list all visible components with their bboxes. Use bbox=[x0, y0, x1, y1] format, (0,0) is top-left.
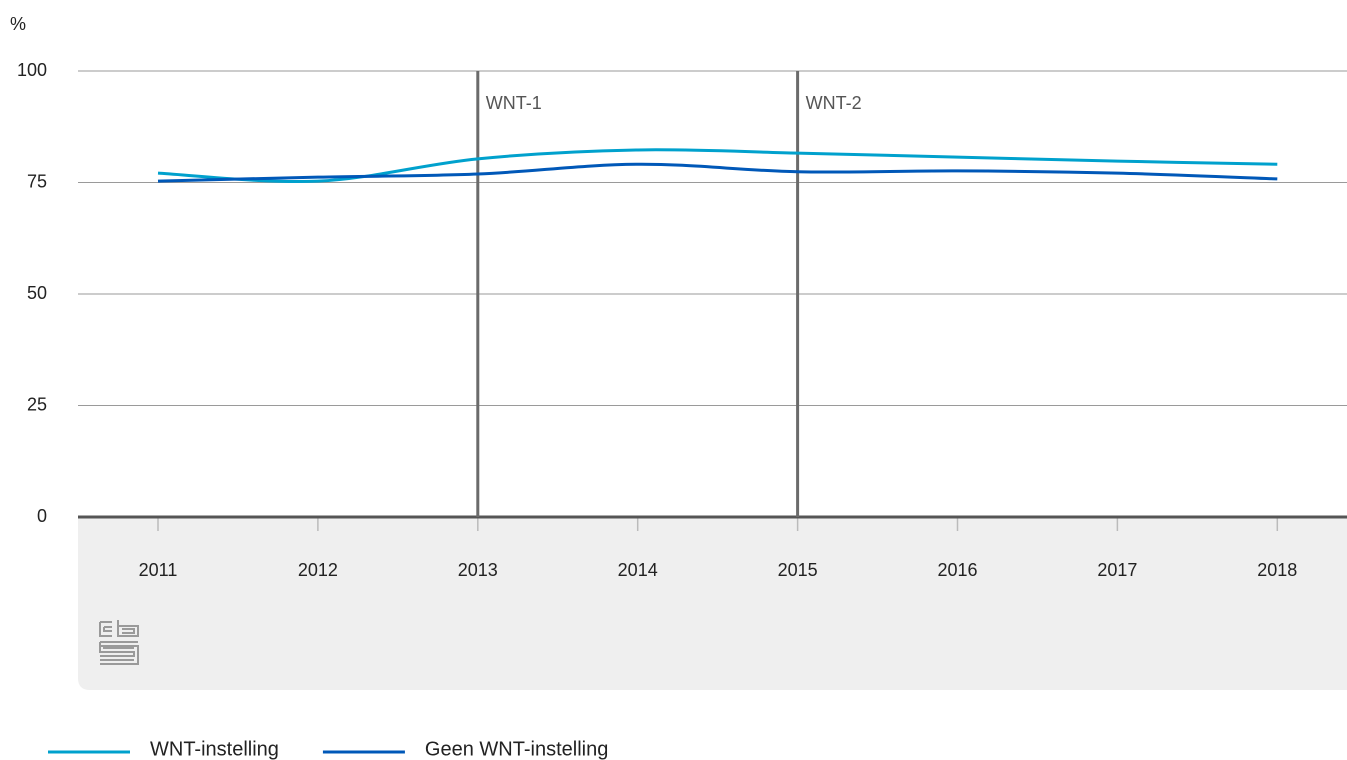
logo bbox=[99, 620, 139, 665]
event-label: WNT-2 bbox=[806, 93, 862, 113]
x-tick-label: 2017 bbox=[1097, 560, 1137, 580]
y-axis-label: % bbox=[10, 14, 26, 34]
y-tick-label: 0 bbox=[37, 506, 47, 526]
y-tick-label: 100 bbox=[17, 60, 47, 80]
y-tick-label: 75 bbox=[27, 171, 47, 191]
x-tick-label: 2012 bbox=[298, 560, 338, 580]
x-tick-label: 2018 bbox=[1257, 560, 1297, 580]
x-tick-label: 2016 bbox=[937, 560, 977, 580]
line bbox=[157, 162, 1278, 183]
x-tick-label: 2011 bbox=[139, 560, 178, 580]
x-tick-label: 2015 bbox=[778, 560, 818, 580]
x-tick-label: 2014 bbox=[618, 560, 658, 580]
y-tick-label: 50 bbox=[27, 283, 47, 303]
x-tick-label: 2013 bbox=[458, 560, 498, 580]
event-label: WNT-1 bbox=[486, 93, 542, 113]
x-axis-band bbox=[78, 517, 1347, 690]
legend-label: WNT-instelling bbox=[150, 738, 279, 760]
y-tick-label: 25 bbox=[27, 394, 47, 414]
legend-label: Geen WNT-instelling bbox=[425, 738, 608, 760]
line bbox=[157, 148, 1278, 184]
